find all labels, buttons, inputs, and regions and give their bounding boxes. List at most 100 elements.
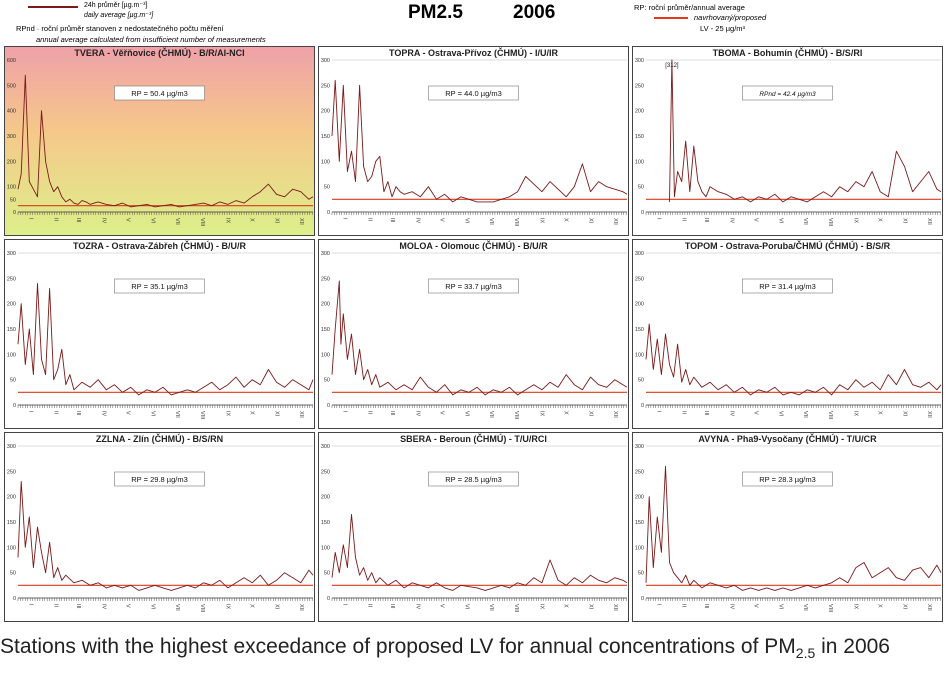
month-label: II bbox=[52, 411, 58, 415]
month-label: V bbox=[125, 411, 131, 415]
daily-average-series bbox=[17, 282, 314, 396]
month-label: XII bbox=[612, 411, 618, 418]
month-label: VII bbox=[802, 411, 808, 418]
y-tick-label: 0 bbox=[641, 210, 644, 216]
month-label: III bbox=[389, 218, 395, 223]
y-tick-label: 50 bbox=[324, 378, 330, 384]
month-label: VI bbox=[150, 411, 156, 417]
annotation-box bbox=[742, 85, 833, 101]
annotation-label: RP = 28.5 µg/m3 bbox=[445, 475, 502, 484]
month-label: VIII bbox=[199, 218, 205, 227]
y-tick-label: 100 bbox=[321, 545, 330, 551]
annotation-label: RP = 44.0 µg/m3 bbox=[445, 89, 502, 98]
chart-title: TOPOM - Ostrava-Poruba/ČHMÚ (ČHMÚ) - B/S… bbox=[685, 240, 891, 251]
chart-title: TOZRA - Ostrava-Zábřeh (ČHMÚ) - B/U/R bbox=[73, 240, 247, 251]
chart-title: ZZLNA - Zlín (ČHMÚ) - B/S/RN bbox=[96, 433, 223, 444]
legend-right: RP: roční průměr/annual average navrhova… bbox=[632, 0, 832, 48]
chart-svg: ZZLNA - Zlín (ČHMÚ) - B/S/RN 0 50 100 150 200… bbox=[4, 432, 315, 622]
y-tick-label: 100 bbox=[7, 185, 16, 191]
y-tick-label: 50 bbox=[10, 378, 16, 384]
month-label: I bbox=[27, 604, 33, 606]
daily-average-legend-line bbox=[28, 6, 78, 8]
chart-panel-4: MOLOA - Olomouc (ČHMÚ) - B/U/R 0 50 100 150 2… bbox=[318, 239, 629, 429]
chart-svg: TVERA - Věřňovice (ČHMÚ) - B/R/AI-NCI 0 50… bbox=[4, 46, 315, 236]
day-ticks bbox=[645, 598, 941, 601]
month-label: VII bbox=[174, 411, 180, 418]
y-tick-label: 300 bbox=[635, 444, 644, 450]
day-ticks bbox=[645, 212, 941, 215]
day-ticks bbox=[645, 405, 941, 408]
y-tick-label: 150 bbox=[321, 134, 330, 140]
month-label: IV bbox=[414, 411, 420, 417]
y-tick-label: 200 bbox=[7, 495, 16, 501]
month-label: VI bbox=[150, 604, 156, 610]
annotation-label: RP = 33.7 µg/m3 bbox=[445, 282, 502, 291]
daily-average-series bbox=[669, 59, 942, 203]
month-label: II bbox=[52, 218, 58, 222]
month-label: XII bbox=[612, 218, 618, 225]
figure-caption: Stations with the highest exceedance of … bbox=[0, 634, 940, 666]
month-label: III bbox=[389, 604, 395, 609]
month-label: V bbox=[439, 411, 445, 415]
y-tick-label: 0 bbox=[327, 596, 330, 602]
month-label: X bbox=[249, 604, 255, 608]
month-label: V bbox=[753, 411, 759, 415]
chart-title: AVYNA - Pha9-Vysočany (ČHMÚ) - T/U/CR bbox=[698, 433, 877, 444]
month-label: V bbox=[439, 604, 445, 608]
month-label: IV bbox=[414, 218, 420, 224]
daily-average-series bbox=[331, 513, 628, 591]
month-label: V bbox=[125, 218, 131, 222]
chart-frame bbox=[4, 432, 315, 622]
y-tick-label: 200 bbox=[7, 159, 16, 165]
y-tick-label: 500 bbox=[7, 83, 16, 89]
month-label: II bbox=[680, 411, 686, 415]
month-label: VII bbox=[174, 604, 180, 611]
y-tick-label: 0 bbox=[13, 210, 16, 216]
month-label: XII bbox=[926, 218, 932, 225]
month-label: V bbox=[439, 218, 445, 222]
y-tick-label: 300 bbox=[321, 58, 330, 64]
chart-frame bbox=[632, 46, 943, 236]
chart-frame bbox=[632, 432, 943, 622]
daily-average-series bbox=[17, 481, 314, 591]
y-tick-label: 200 bbox=[321, 495, 330, 501]
y-tick-label: 50 bbox=[10, 571, 16, 577]
annotation-box bbox=[114, 278, 205, 294]
month-label: II bbox=[366, 218, 372, 222]
month-label: I bbox=[27, 218, 33, 220]
month-label: IX bbox=[852, 604, 858, 610]
month-label: X bbox=[877, 411, 883, 415]
y-tick-label: 200 bbox=[321, 109, 330, 115]
title-block: PM2.5 2006 bbox=[380, 2, 600, 30]
month-label: XI bbox=[274, 218, 280, 224]
chart-frame bbox=[632, 239, 943, 429]
month-label: IX bbox=[538, 411, 544, 417]
month-label: VI bbox=[778, 604, 784, 610]
y-tick-label: 150 bbox=[635, 520, 644, 526]
month-label: VIII bbox=[199, 604, 205, 613]
month-label: II bbox=[52, 604, 58, 608]
month-label: IX bbox=[538, 604, 544, 610]
y-tick-label: 250 bbox=[7, 276, 16, 282]
y-tick-label: 0 bbox=[13, 596, 16, 602]
y-tick-label: 50 bbox=[324, 185, 330, 191]
y-tick-label: 50 bbox=[10, 197, 16, 203]
y-tick-label: 0 bbox=[641, 403, 644, 409]
y-tick-label: 300 bbox=[635, 251, 644, 257]
caption-suffix: in 2006 bbox=[815, 635, 890, 658]
annotation-box bbox=[114, 85, 205, 101]
y-tick-label: 300 bbox=[321, 444, 330, 450]
daily-average-series bbox=[331, 79, 628, 203]
month-label: VIII bbox=[199, 411, 205, 420]
month-label: I bbox=[655, 604, 661, 606]
month-label: IV bbox=[728, 411, 734, 417]
month-label: VI bbox=[464, 411, 470, 417]
y-tick-label: 100 bbox=[635, 352, 644, 358]
annotation-label: RP = 50.4 µg/m3 bbox=[131, 89, 188, 98]
y-tick-label: 0 bbox=[327, 210, 330, 216]
month-label: III bbox=[703, 604, 709, 609]
month-label: IV bbox=[414, 604, 420, 610]
chart-frame bbox=[4, 46, 315, 236]
legend-proposed: navrhovaný/proposed bbox=[694, 13, 767, 22]
y-tick-label: 200 bbox=[7, 302, 16, 308]
